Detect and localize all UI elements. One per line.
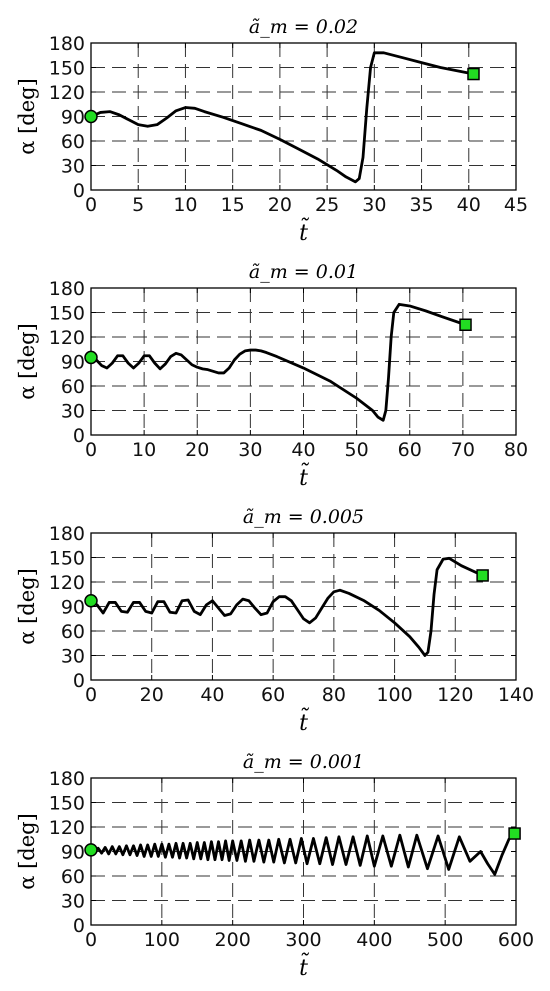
end-marker [508, 827, 521, 840]
x-axis-label: t̃ [299, 951, 310, 981]
start-marker [84, 594, 98, 608]
x-tick-label: 70 [451, 439, 475, 461]
plot-title: ã_m = 0.001 [243, 751, 364, 773]
y-tick-label: 90 [61, 842, 85, 864]
x-tick-label: 10 [132, 439, 156, 461]
x-tick-label: 40 [200, 684, 224, 706]
y-tick-label: 120 [49, 82, 85, 104]
y-tick-label: 30 [61, 646, 85, 668]
y-tick-label: 120 [49, 327, 85, 349]
x-tick-label: 300 [285, 929, 321, 951]
y-axis-label: α [deg] [15, 813, 39, 890]
plot-title: ã_m = 0.005 [243, 506, 364, 528]
x-tick-label: 10 [173, 194, 197, 216]
y-tick-label: 90 [61, 107, 85, 129]
y-tick-label: 90 [61, 597, 85, 619]
x-tick-label: 40 [457, 194, 481, 216]
plot-title: ã_m = 0.01 [249, 261, 358, 283]
y-tick-label: 0 [73, 915, 85, 937]
y-tick-label: 150 [49, 548, 85, 570]
x-tick-label: 140 [498, 684, 534, 706]
y-axis-label: α [deg] [15, 568, 39, 645]
x-tick-label: 30 [238, 439, 262, 461]
end-marker [467, 67, 480, 81]
y-tick-label: 0 [73, 425, 85, 447]
x-tick-label: 5 [132, 194, 144, 216]
x-tick-label: 25 [315, 194, 339, 216]
y-tick-label: 150 [49, 793, 85, 815]
x-tick-label: 35 [409, 194, 433, 216]
start-marker [84, 109, 98, 124]
y-tick-label: 120 [49, 817, 85, 839]
x-tick-label: 100 [144, 929, 180, 951]
y-axis-label: α [deg] [15, 78, 39, 155]
trajectory-line [89, 302, 467, 422]
y-axis-label: α [deg] [15, 323, 39, 400]
x-tick-label: 60 [398, 439, 422, 461]
x-axis-label: t̃ [299, 706, 310, 736]
y-tick-label: 0 [73, 670, 85, 692]
y-tick-label: 120 [49, 572, 85, 594]
x-tick-label: 0 [85, 929, 97, 951]
x-axis-label: t̃ [299, 461, 310, 491]
x-tick-label: 20 [140, 684, 164, 706]
x-tick-label: 120 [437, 684, 473, 706]
end-marker [476, 569, 489, 582]
x-tick-label: 20 [268, 194, 292, 216]
y-tick-label: 30 [61, 156, 85, 178]
trajectory-line [89, 556, 485, 657]
x-tick-label: 40 [291, 439, 315, 461]
y-tick-label: 150 [49, 58, 85, 80]
x-tick-label: 600 [498, 929, 534, 951]
y-tick-label: 60 [61, 621, 85, 643]
start-marker [84, 350, 98, 365]
y-tick-label: 180 [49, 33, 85, 55]
subplot-2: ã_m = 0.010 10 20 30 40 50 60 70 800306090120150… [15, 261, 528, 491]
y-tick-label: 60 [61, 376, 85, 398]
x-tick-label: 50 [345, 439, 369, 461]
y-tick-label: 150 [49, 303, 85, 325]
x-tick-label: 100 [376, 684, 412, 706]
y-tick-label: 30 [61, 401, 85, 423]
x-tick-label: 45 [504, 194, 528, 216]
x-tick-label: 200 [215, 929, 251, 951]
x-tick-label: 0 [85, 684, 97, 706]
x-tick-label: 0 [85, 439, 97, 461]
x-tick-label: 500 [427, 929, 463, 951]
y-tick-label: 90 [61, 352, 85, 374]
x-tick-label: 20 [185, 439, 209, 461]
y-tick-label: 0 [73, 180, 85, 202]
plot-title: ã_m = 0.02 [249, 16, 358, 38]
y-tick-label: 180 [49, 523, 85, 545]
trajectory-line [89, 51, 475, 184]
x-tick-label: 30 [362, 194, 386, 216]
x-tick-label: 400 [356, 929, 392, 951]
subplot-1: ã_m = 0.020 5 10 15 20 25 30 35 40 45030609012015… [15, 16, 528, 246]
x-tick-label: 80 [504, 439, 528, 461]
x-axis-label: t̃ [299, 216, 310, 246]
x-tick-label: 60 [261, 684, 285, 706]
y-tick-label: 30 [61, 891, 85, 913]
start-marker [84, 843, 98, 857]
y-tick-label: 60 [61, 131, 85, 153]
y-tick-label: 60 [61, 866, 85, 888]
y-tick-label: 180 [49, 768, 85, 790]
x-tick-label: 15 [221, 194, 245, 216]
x-tick-label: 80 [322, 684, 346, 706]
y-tick-label: 180 [49, 278, 85, 300]
x-tick-label: 0 [85, 194, 97, 216]
trajectory-line [89, 832, 516, 876]
end-marker [459, 318, 472, 331]
